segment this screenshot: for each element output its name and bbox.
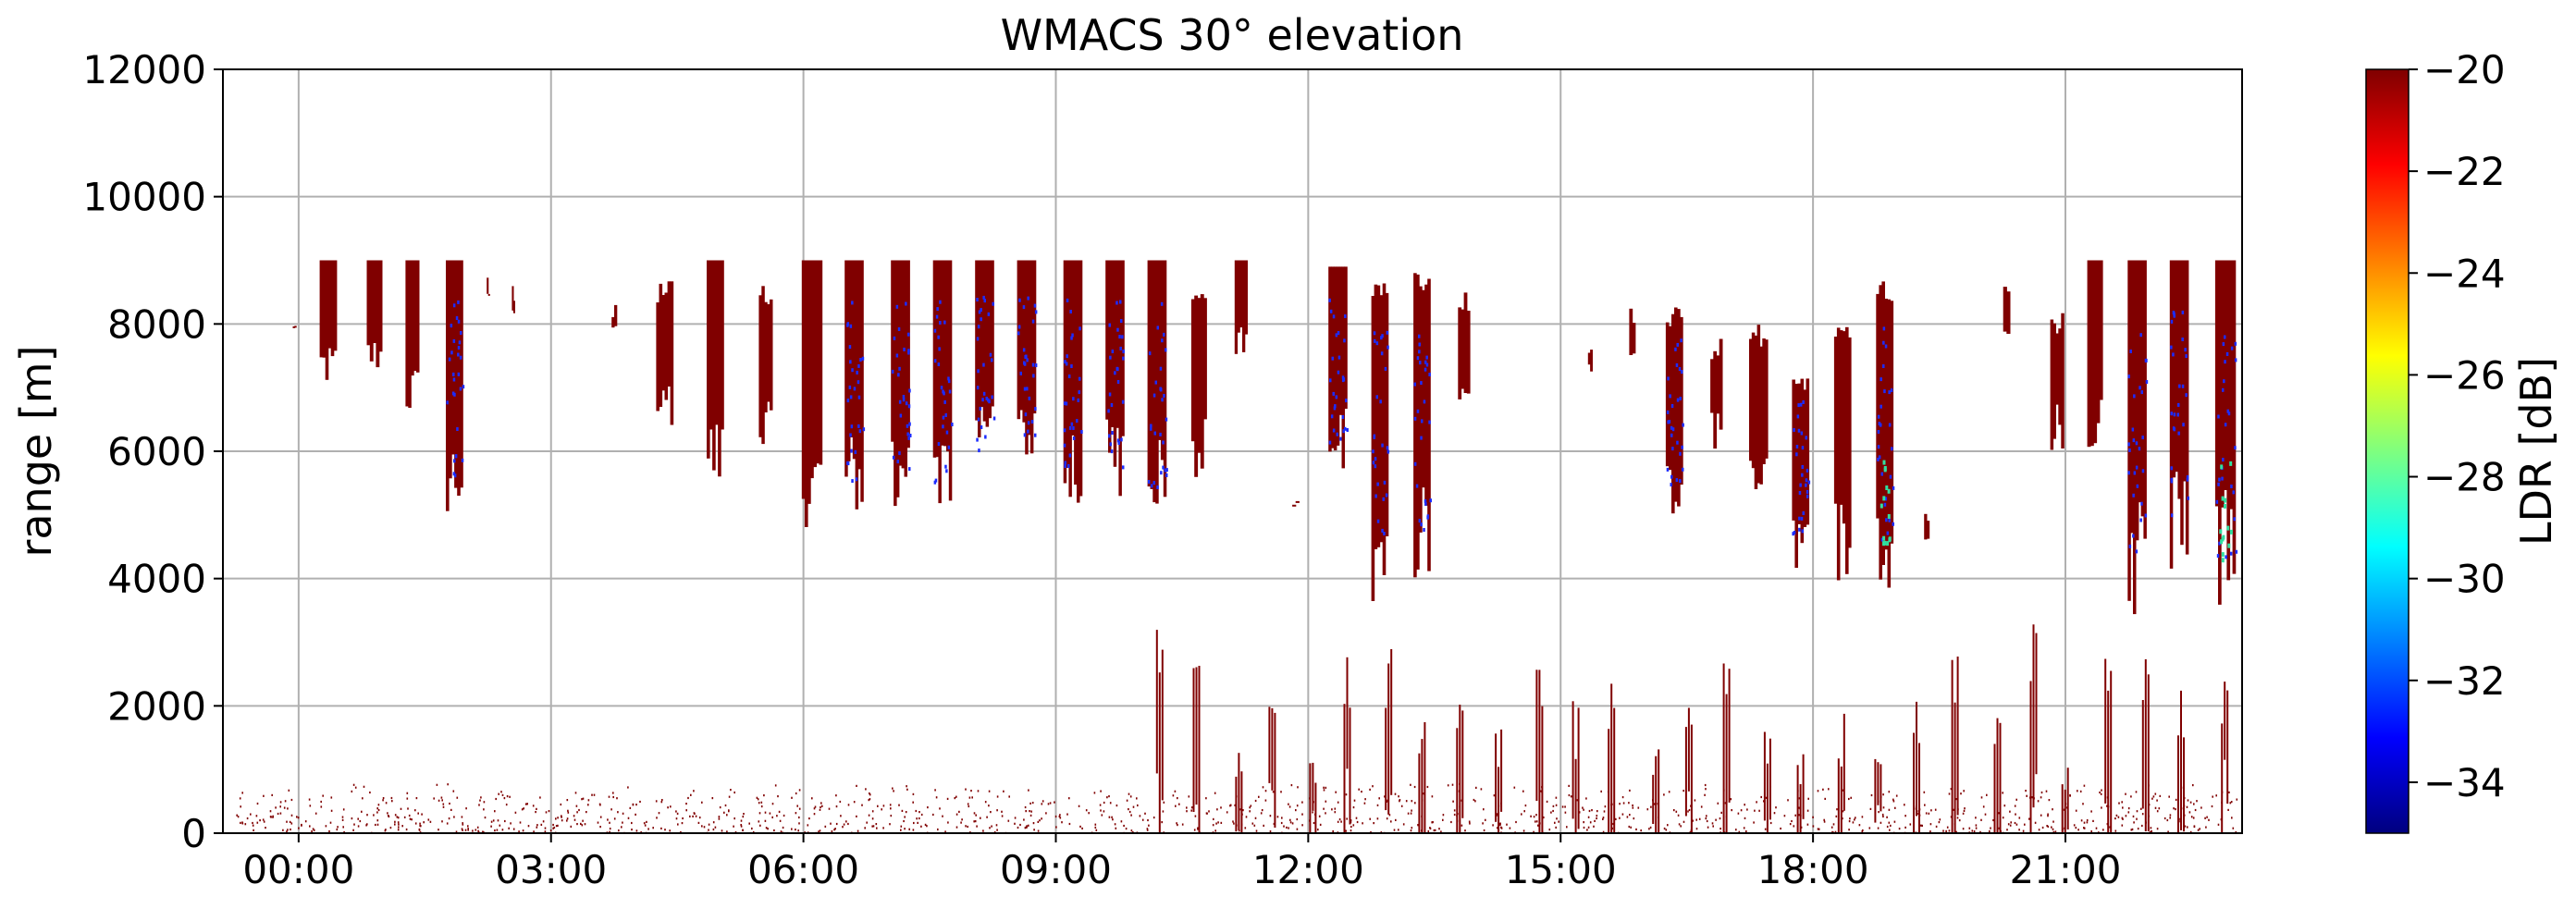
cloud-column [446, 260, 465, 511]
cloud-column [1458, 292, 1471, 399]
cloud-column [366, 260, 383, 368]
cloud-column [2050, 313, 2064, 450]
cloud-column [1710, 338, 1723, 449]
y-axis: 0 2000 4000 6000 8000 10000 12000 [82, 47, 223, 856]
cloud-column [2087, 260, 2103, 448]
colorbar: −20 −22 −24 −26 −28 −30 −32 −34 LDR [dB] [2365, 47, 2561, 834]
cloud-column [1234, 260, 1248, 354]
x-tick-label: 00:00 [242, 847, 354, 892]
y-tick-label: 12000 [82, 47, 206, 92]
cloud-column [801, 260, 823, 527]
cloud-column [1292, 500, 1300, 507]
grid [223, 68, 2242, 834]
cloud-column [975, 260, 996, 453]
y-tick-label: 0 [181, 811, 206, 856]
cloud-column [1587, 350, 1593, 372]
colorbar-tick-label: −24 [2423, 251, 2506, 296]
x-tick-label: 03:00 [495, 847, 607, 892]
y-tick-label: 8000 [107, 301, 206, 347]
x-tick-label: 21:00 [2009, 847, 2121, 892]
y-tick-label: 2000 [107, 683, 206, 729]
colorbar-tick-label: −20 [2423, 47, 2506, 92]
colorbar-label: LDR [dB] [2511, 357, 2561, 546]
x-tick-label: 15:00 [1505, 847, 1617, 892]
cloud-column [1063, 260, 1083, 503]
y-tick-label: 6000 [107, 429, 206, 474]
x-axis: 00:00 03:00 06:00 09:00 12:00 15:00 18:00 21:00 [242, 833, 2122, 892]
cloud-column [487, 277, 490, 296]
chart-title: WMACS 30° elevation [1001, 10, 1464, 60]
cloud-column [1017, 260, 1038, 455]
x-tick-label: 12:00 [1252, 847, 1364, 892]
cloud-column [2169, 260, 2189, 569]
cloud-column [707, 260, 724, 477]
cloud-column [1749, 325, 1769, 489]
cloud-column [2214, 260, 2238, 605]
x-tick-label: 09:00 [1000, 847, 1112, 892]
colorbar-tick-label: −30 [2423, 557, 2506, 602]
y-tick-label: 10000 [82, 175, 206, 220]
cloud-column [891, 260, 912, 507]
cloud-column [512, 286, 515, 313]
cloud-column [1413, 273, 1432, 578]
cloud-column [1833, 326, 1852, 581]
cloud-column [758, 286, 773, 445]
cloud-column [319, 260, 338, 380]
x-tick-label: 18:00 [1757, 847, 1869, 892]
cloud-column [1629, 308, 1636, 355]
cloud-column [292, 326, 297, 328]
cloud-column [1665, 307, 1684, 514]
colorbar-tick-label: −28 [2423, 455, 2506, 500]
y-axis-label: range [m] [11, 345, 61, 557]
x-tick-label: 06:00 [747, 847, 859, 892]
colorbar-tick-label: −22 [2423, 149, 2506, 194]
colorbar-tick-label: −32 [2423, 658, 2506, 704]
colorbar-ticks: −20 −22 −24 −26 −28 −30 −32 −34 [2409, 47, 2506, 805]
cloud-column [1924, 513, 1930, 540]
plot-area: 00:00 03:00 06:00 09:00 12:00 15:00 18:00 21:00… [82, 47, 2243, 892]
cloud-column [1371, 283, 1390, 601]
cloud-column [405, 260, 420, 408]
ldr-data [236, 260, 2238, 833]
cloud-column [1876, 281, 1895, 588]
cloud-column [611, 304, 618, 328]
cloud-column [1190, 294, 1207, 477]
y-tick-label: 4000 [107, 557, 206, 602]
cloud-column [2127, 260, 2149, 615]
cloud-column [1328, 266, 1349, 469]
cloud-column [1105, 260, 1125, 497]
colorbar-tick-label: −34 [2423, 760, 2506, 805]
cloud-column [932, 260, 954, 504]
cloud-column [1147, 260, 1168, 504]
cloud-column [2003, 287, 2011, 334]
colorbar-gradient [2365, 68, 2410, 834]
cloud-column [844, 260, 866, 510]
cloud-column [656, 281, 674, 425]
cloud-column [1792, 378, 1811, 568]
colorbar-tick-label: −26 [2423, 352, 2506, 398]
